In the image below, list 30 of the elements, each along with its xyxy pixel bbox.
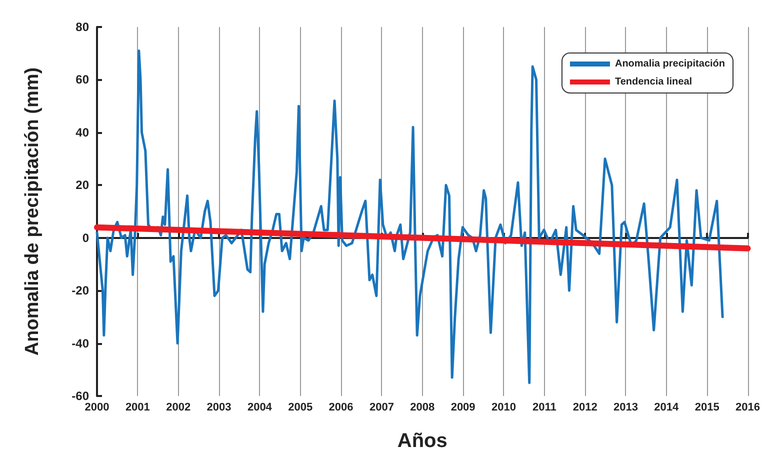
x-tick-label: 2003 bbox=[206, 402, 232, 414]
x-tick-label: 2002 bbox=[166, 402, 191, 414]
x-tick-label: 2015 bbox=[694, 402, 720, 414]
x-tick-label: 2008 bbox=[410, 402, 435, 414]
x-tick-label: 2005 bbox=[288, 402, 313, 414]
x-tick-label: 2010 bbox=[491, 402, 516, 414]
y-tick-label: 80 bbox=[76, 20, 90, 34]
y-tick-label: 0 bbox=[82, 230, 90, 245]
x-axis-title: Años bbox=[397, 430, 448, 452]
y-tick-label: 40 bbox=[76, 125, 90, 140]
x-tick-label: 2011 bbox=[532, 402, 556, 414]
x-tick-label: 2004 bbox=[247, 402, 273, 414]
x-tick-label: 2016 bbox=[736, 402, 760, 414]
y-axis-title: Anomalia de precipitación (mm) bbox=[22, 67, 43, 356]
line-series bbox=[96, 49, 724, 384]
y-tick-label: -20 bbox=[72, 284, 90, 298]
x-tick-label: 2007 bbox=[369, 402, 394, 414]
x-tick-label: 2000 bbox=[84, 402, 110, 414]
x-tick-label: 2006 bbox=[328, 402, 354, 414]
x-tick-label: 2012 bbox=[572, 402, 598, 414]
x-tick-label: 2014 bbox=[654, 402, 680, 414]
legend-label: Anomalia precipitación bbox=[614, 58, 726, 70]
x-tick-label: 2001 bbox=[125, 402, 150, 414]
y-tick-label: -40 bbox=[72, 336, 90, 350]
x-tick-label: 2013 bbox=[614, 402, 638, 414]
y-tick-label: 20 bbox=[76, 178, 90, 192]
x-tick-label: 2009 bbox=[450, 402, 476, 414]
y-tick-label: -60 bbox=[72, 389, 90, 403]
legend-label: Tendencia lineal bbox=[614, 76, 692, 88]
y-tick-label: 60 bbox=[76, 72, 90, 87]
